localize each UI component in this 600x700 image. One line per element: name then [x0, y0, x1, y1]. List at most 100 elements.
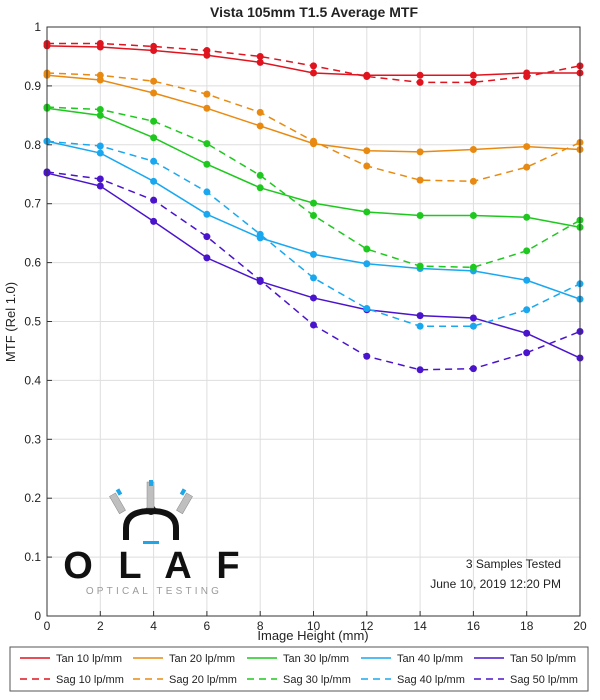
- data-point-sag-30-lp-mm: [310, 211, 317, 219]
- legend-label-sag-30-lp-mm: Sag 30 lp/mm: [283, 674, 351, 686]
- data-point-sag-30-lp-mm: [96, 105, 104, 113]
- data-point-sag-40-lp-mm: [256, 230, 264, 238]
- data-point-sag-30-lp-mm: [363, 245, 371, 253]
- y-tick-label: 0.5: [24, 315, 41, 329]
- data-point-sag-30-lp-mm: [416, 262, 424, 270]
- logo-letter-f: F: [216, 545, 239, 587]
- data-point-tan-20-lp-mm: [150, 89, 158, 97]
- legend-label-tan-10-lp-mm: Tan 10 lp/mm: [56, 653, 122, 665]
- data-point-sag-10-lp-mm: [416, 78, 424, 86]
- data-point-sag-40-lp-mm: [310, 274, 317, 282]
- data-point-tan-20-lp-mm: [416, 148, 424, 156]
- data-point-tan-10-lp-mm: [416, 71, 424, 79]
- logo-tagline: OPTICAL TESTING: [86, 586, 222, 597]
- x-tick-label: 6: [204, 619, 211, 633]
- x-tick-label: 12: [360, 619, 374, 633]
- x-tick-label: 4: [150, 619, 157, 633]
- data-point-sag-50-lp-mm: [203, 233, 211, 241]
- data-point-tan-50-lp-mm: [523, 329, 531, 337]
- data-point-sag-20-lp-mm: [203, 90, 211, 98]
- data-point-sag-40-lp-mm: [203, 188, 211, 196]
- data-point-tan-30-lp-mm: [150, 134, 158, 142]
- data-point-tan-10-lp-mm: [310, 69, 317, 77]
- y-axis-label: MTF (Rel 1.0): [3, 282, 18, 362]
- olaf-logo: O L A F OPTICAL TESTING: [63, 480, 240, 597]
- data-point-sag-10-lp-mm: [96, 39, 104, 47]
- data-point-sag-20-lp-mm: [310, 137, 317, 145]
- data-point-tan-20-lp-mm: [203, 104, 211, 112]
- data-point-sag-50-lp-mm: [523, 349, 531, 357]
- data-point-sag-40-lp-mm: [469, 322, 477, 330]
- data-point-tan-30-lp-mm: [416, 211, 424, 219]
- data-point-tan-30-lp-mm: [363, 208, 371, 216]
- data-point-sag-10-lp-mm: [310, 62, 317, 70]
- data-point-tan-40-lp-mm: [310, 250, 317, 258]
- x-tick-label: 10: [307, 619, 321, 633]
- data-point-sag-50-lp-mm: [96, 175, 104, 183]
- data-point-sag-40-lp-mm: [523, 306, 531, 314]
- data-point-tan-40-lp-mm: [523, 276, 531, 284]
- data-point-tan-30-lp-mm: [256, 184, 264, 192]
- data-point-sag-20-lp-mm: [150, 77, 158, 85]
- data-point-sag-10-lp-mm: [256, 52, 264, 60]
- y-tick-label: 0.9: [24, 79, 41, 93]
- data-point-tan-50-lp-mm: [203, 254, 211, 262]
- data-point-sag-30-lp-mm: [469, 263, 477, 271]
- date-annotation: June 10, 2019 12:20 PM: [430, 577, 561, 591]
- logo-letter-o: O: [63, 545, 93, 587]
- data-point-sag-50-lp-mm: [150, 196, 158, 204]
- data-point-sag-20-lp-mm: [256, 108, 264, 116]
- data-point-sag-20-lp-mm: [416, 176, 424, 184]
- y-tick-label: 0.2: [24, 491, 41, 505]
- data-point-sag-20-lp-mm: [469, 177, 477, 185]
- legend: Tan 10 lp/mm Tan 20 lp/mm Tan 30 lp/mm Tan …: [20, 653, 578, 686]
- x-tick-label: 2: [97, 619, 104, 633]
- logo-letter-l: L: [118, 545, 141, 587]
- data-point-tan-20-lp-mm: [469, 146, 477, 154]
- x-tick-label: 20: [573, 619, 587, 633]
- series-line-sag-40-lp-mm: [46, 140, 581, 327]
- data-point-tan-40-lp-mm: [203, 210, 211, 218]
- data-point-tan-50-lp-mm: [310, 294, 317, 302]
- y-tick-label: 0.6: [24, 256, 41, 270]
- data-point-sag-50-lp-mm: [256, 276, 264, 284]
- data-point-tan-40-lp-mm: [363, 260, 371, 268]
- legend-label-tan-50-lp-mm: Tan 50 lp/mm: [510, 653, 576, 665]
- logo-letter-a: A: [164, 545, 191, 587]
- legend-label-sag-50-lp-mm: Sag 50 lp/mm: [510, 674, 578, 686]
- legend-label-sag-40-lp-mm: Sag 40 lp/mm: [397, 674, 465, 686]
- x-tick-label: 18: [520, 619, 534, 633]
- data-point-sag-50-lp-mm: [416, 366, 424, 374]
- y-tick-label: 0: [34, 609, 41, 623]
- legend-label-tan-20-lp-mm: Tan 20 lp/mm: [169, 653, 235, 665]
- data-point-tan-50-lp-mm: [416, 312, 424, 320]
- legend-label-sag-20-lp-mm: Sag 20 lp/mm: [169, 674, 237, 686]
- data-point-sag-30-lp-mm: [203, 140, 211, 148]
- data-point-sag-40-lp-mm: [416, 322, 424, 330]
- data-point-tan-20-lp-mm: [523, 143, 531, 151]
- data-point-sag-30-lp-mm: [523, 247, 531, 255]
- tick-labels: 0 2 4 6 8 10 12 14 16 18 20 0 0.1 0.2 0.3 0.4 0.5 0.6 0.7 0…: [24, 20, 587, 633]
- y-tick-label: 0.8: [24, 138, 41, 152]
- data-point-sag-40-lp-mm: [363, 305, 371, 313]
- data-point-sag-10-lp-mm: [523, 72, 531, 80]
- y-tick-label: 0.4: [24, 373, 41, 387]
- data-point-sag-20-lp-mm: [523, 163, 531, 171]
- x-tick-label: 8: [257, 619, 264, 633]
- x-tick-label: 0: [44, 619, 51, 633]
- data-point-tan-40-lp-mm: [96, 149, 104, 157]
- data-point-tan-50-lp-mm: [469, 314, 477, 322]
- x-axis-label: Image Height (mm): [257, 628, 368, 643]
- data-point-tan-30-lp-mm: [310, 199, 317, 207]
- data-point-sag-40-lp-mm: [150, 157, 158, 165]
- series-group: [43, 39, 584, 374]
- data-point-sag-30-lp-mm: [256, 171, 264, 179]
- data-point-tan-10-lp-mm: [469, 71, 477, 79]
- data-point-sag-50-lp-mm: [310, 321, 317, 329]
- data-point-sag-30-lp-mm: [150, 117, 158, 125]
- y-tick-label: 1: [34, 20, 41, 34]
- data-point-sag-10-lp-mm: [150, 42, 158, 50]
- x-tick-label: 14: [413, 619, 427, 633]
- data-point-tan-30-lp-mm: [96, 111, 104, 119]
